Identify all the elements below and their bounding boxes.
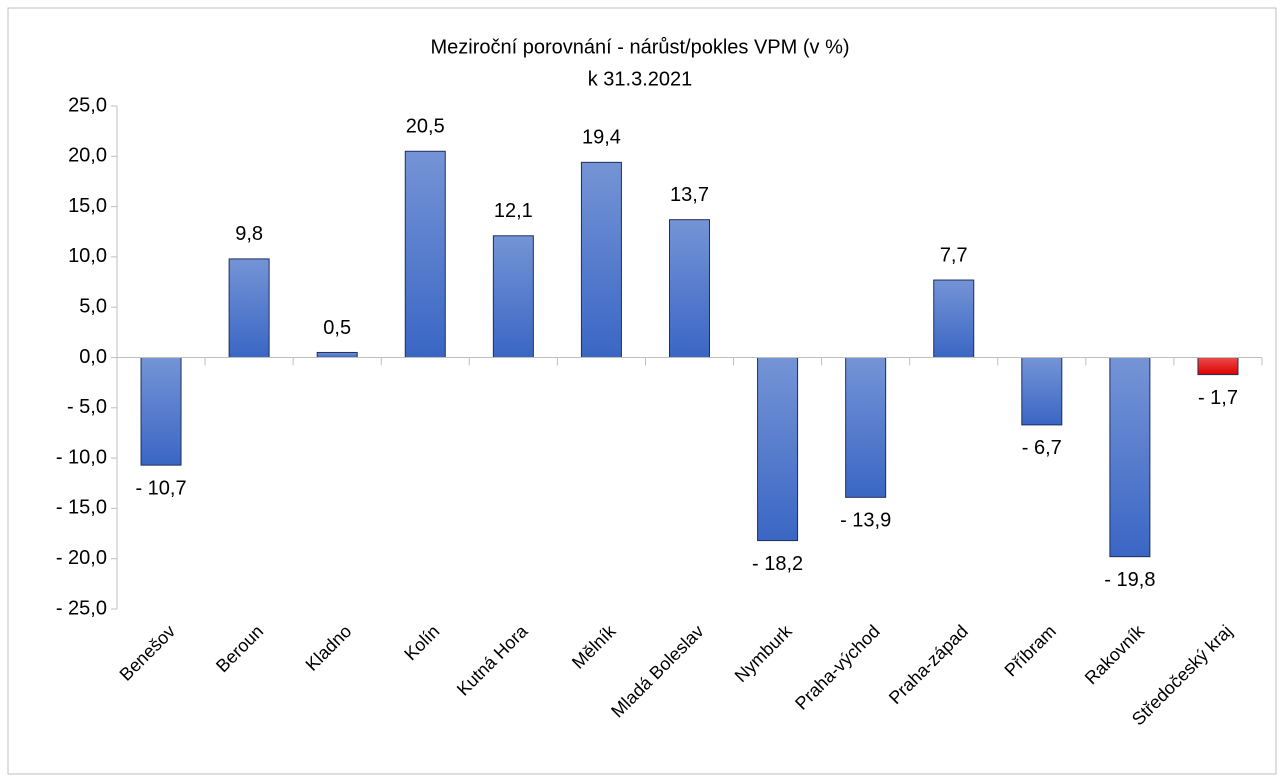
bar [316,351,358,359]
bar [669,219,710,358]
bar [933,279,975,358]
chart-border [7,7,1277,775]
bar [1109,357,1151,558]
bar [1197,357,1239,376]
chart-title: Meziroční porovnání - nárůst/pokles VPM … [430,36,849,58]
bar [228,258,270,358]
data-label: 13,7 [670,184,709,206]
data-label: - 18,2 [752,553,803,575]
data-label: - 1,7 [1198,387,1238,409]
data-label: 12,1 [494,200,533,222]
chart-subtitle: k 31.3.2021 [588,68,693,90]
y-tick-label: 15,0 [68,195,107,217]
data-label: 20,5 [406,116,445,138]
y-tick-label: 20,0 [68,145,107,167]
data-label: - 10,7 [135,477,186,499]
data-label: - 6,7 [1022,437,1062,459]
bar [757,357,799,542]
data-label: - 19,8 [1104,569,1155,591]
y-tick-label: - 15,0 [56,497,107,519]
data-label: 0,5 [323,317,351,339]
data-label: - 13,9 [840,510,891,532]
data-label: 7,7 [940,244,968,266]
y-tick-label: - 20,0 [56,547,107,569]
bar [845,357,887,498]
data-label: 19,4 [582,127,621,149]
data-label: 9,8 [235,223,263,245]
y-tick-label: 0,0 [79,346,107,368]
bar [140,357,182,466]
bar [404,150,446,358]
bar [1021,357,1063,426]
y-tick-label: - 5,0 [67,396,107,418]
y-tick-label: 5,0 [79,295,107,317]
y-tick-label: - 10,0 [56,446,107,468]
y-tick-label: - 25,0 [56,597,107,619]
y-tick-label: 25,0 [68,94,107,116]
bar [492,235,534,358]
y-tick-label: 10,0 [68,245,107,267]
bar [580,161,622,358]
